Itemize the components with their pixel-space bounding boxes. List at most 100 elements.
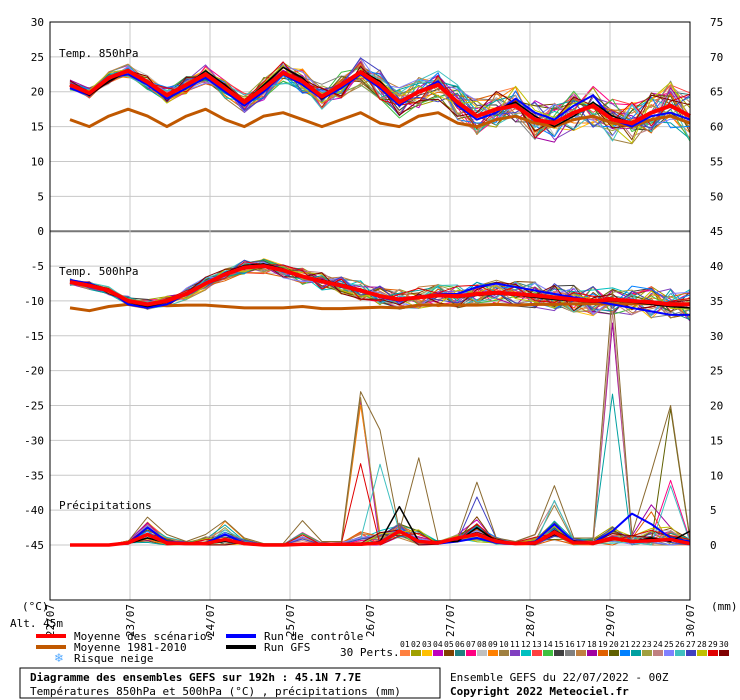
pert-swatch bbox=[510, 650, 520, 656]
perturbation-legend: 01 02 03 04 05 06 07 08 09 10 11 12 13 14 15 16 17 18 19 20… bbox=[400, 640, 729, 656]
pert-number: 11 bbox=[510, 640, 520, 649]
main-series bbox=[69, 66, 691, 547]
pert-number: 24 bbox=[653, 640, 663, 649]
pert-number: 30 bbox=[719, 640, 729, 649]
pert-number: 02 bbox=[411, 640, 421, 649]
right-tick-label: 75 bbox=[710, 16, 723, 29]
pert-number: 23 bbox=[642, 640, 652, 649]
pert-swatch bbox=[455, 650, 465, 656]
altitude-label: Alt. 45m bbox=[10, 617, 63, 630]
pert-swatch bbox=[543, 650, 553, 656]
right-tick-label: 15 bbox=[710, 434, 723, 447]
panel-label-t500: Temp. 500hPa bbox=[59, 265, 138, 278]
left-tick-label: -25 bbox=[24, 400, 44, 413]
pert-swatch bbox=[499, 650, 509, 656]
pert-swatch bbox=[653, 650, 663, 656]
left-tick-label: -5 bbox=[31, 260, 44, 273]
title-box bbox=[19, 667, 441, 699]
chart-title: Diagramme des ensembles GEFS sur 192h : … bbox=[30, 671, 361, 684]
legend-control: Run de contrôle bbox=[264, 630, 363, 643]
legend-climate: Moyenne 1981-2010 bbox=[74, 641, 187, 654]
pert-number: 16 bbox=[565, 640, 575, 649]
pert-number: 27 bbox=[686, 640, 696, 649]
plot-frame bbox=[49, 21, 691, 601]
pert-swatch bbox=[433, 650, 443, 656]
x-tick-label: 24/07 bbox=[204, 604, 217, 637]
pert-swatch bbox=[609, 650, 619, 656]
pert-swatch bbox=[620, 650, 630, 656]
left-tick-label: 10 bbox=[31, 155, 44, 168]
left-tick-label: -35 bbox=[24, 469, 44, 482]
pert-number: 12 bbox=[521, 640, 531, 649]
pert-swatch bbox=[675, 650, 685, 656]
right-tick-label: 30 bbox=[710, 330, 723, 343]
right-tick-label: 45 bbox=[710, 225, 723, 238]
perturbation-label: 30 Perts. bbox=[340, 646, 400, 659]
legend-gfs: Run GFS bbox=[264, 641, 310, 654]
pert-number: 05 bbox=[444, 640, 454, 649]
pert-swatch bbox=[686, 650, 696, 656]
t850-mean-line bbox=[69, 68, 691, 126]
pert-number: 04 bbox=[433, 640, 443, 649]
x-tick-label: 29/07 bbox=[604, 604, 617, 637]
right-tick-label: 65 bbox=[710, 86, 723, 99]
left-tick-label: -30 bbox=[24, 434, 44, 447]
panel-label-t850: Temp. 850hPa bbox=[59, 47, 138, 60]
x-tick-label: 27/07 bbox=[444, 604, 457, 637]
precip-max-envelope bbox=[70, 290, 691, 546]
pert-number: 29 bbox=[708, 640, 718, 649]
copyright: Copyright 2022 Meteociel.fr bbox=[450, 685, 629, 698]
x-tick-label: 26/07 bbox=[364, 604, 377, 637]
right-tick-label: 35 bbox=[710, 295, 723, 308]
pert-number: 20 bbox=[609, 640, 619, 649]
right-tick-label: 60 bbox=[710, 121, 723, 134]
precip-mean-line bbox=[70, 529, 691, 547]
pert-number: 26 bbox=[675, 640, 685, 649]
left-tick-label: 20 bbox=[31, 86, 44, 99]
left-axis-unit: (°C) bbox=[22, 600, 49, 613]
right-tick-label: 0 bbox=[710, 539, 717, 552]
pert-swatch bbox=[411, 650, 421, 656]
x-tick-label: 25/07 bbox=[284, 604, 297, 637]
perturbation-precip-line bbox=[70, 393, 691, 546]
right-tick-label: 70 bbox=[710, 51, 723, 64]
legend-snow: Risque neige bbox=[74, 652, 153, 665]
left-tick-label: -10 bbox=[24, 295, 44, 308]
left-tick-label: -45 bbox=[24, 539, 44, 552]
pert-number: 06 bbox=[455, 640, 465, 649]
pert-swatch bbox=[477, 650, 487, 656]
x-tick-label: 23/07 bbox=[124, 604, 137, 637]
right-tick-label: 20 bbox=[710, 400, 723, 413]
pert-swatch bbox=[642, 650, 652, 656]
pert-number: 01 bbox=[400, 640, 410, 649]
left-tick-label: 15 bbox=[31, 121, 44, 134]
right-tick-label: 55 bbox=[710, 155, 723, 168]
pert-swatch bbox=[444, 650, 454, 656]
left-tick-label: -20 bbox=[24, 365, 44, 378]
right-tick-label: 40 bbox=[710, 260, 723, 273]
legend-mean: Moyenne des scénarios bbox=[74, 630, 213, 643]
left-tick-label: -40 bbox=[24, 504, 44, 517]
left-axis-ticks: 30 25 20 15 10 5 0 -5 -10 -15 -20 -25 -30 -35 -40 -45 bbox=[24, 16, 44, 552]
left-tick-label: 25 bbox=[31, 51, 44, 64]
left-tick-label: 30 bbox=[31, 16, 44, 29]
pert-swatch bbox=[488, 650, 498, 656]
x-tick-label: 28/07 bbox=[524, 604, 537, 637]
x-axis-ticks: 22/07 23/07 24/07 25/07 26/07 27/07 28/07 29/07… bbox=[44, 604, 697, 637]
pert-number: 22 bbox=[631, 640, 641, 649]
pert-swatch bbox=[466, 650, 476, 656]
pert-swatch bbox=[422, 650, 432, 656]
pert-number: 15 bbox=[554, 640, 564, 649]
pert-number: 03 bbox=[422, 640, 432, 649]
pert-swatch bbox=[587, 650, 597, 656]
t850-control-line bbox=[69, 73, 691, 128]
pert-swatch bbox=[400, 650, 410, 656]
x-tick-label: 30/07 bbox=[684, 604, 697, 637]
pert-swatch bbox=[631, 650, 641, 656]
pert-swatch bbox=[521, 650, 531, 656]
pert-swatch bbox=[598, 650, 608, 656]
legend: Moyenne des scénarios Moyenne 1981-2010 … bbox=[36, 630, 400, 665]
perturbation-precip-line bbox=[70, 400, 691, 546]
